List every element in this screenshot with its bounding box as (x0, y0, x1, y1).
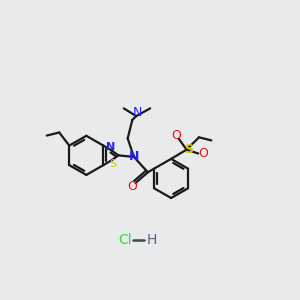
Text: S: S (184, 143, 193, 156)
Text: O: O (171, 129, 181, 142)
Text: H: H (146, 233, 157, 247)
Text: Cl: Cl (118, 233, 132, 247)
Text: N: N (106, 142, 116, 152)
Text: N: N (132, 106, 142, 119)
Text: N: N (129, 150, 139, 164)
Text: O: O (198, 147, 208, 160)
Text: O: O (128, 180, 137, 194)
Text: S: S (110, 159, 117, 169)
